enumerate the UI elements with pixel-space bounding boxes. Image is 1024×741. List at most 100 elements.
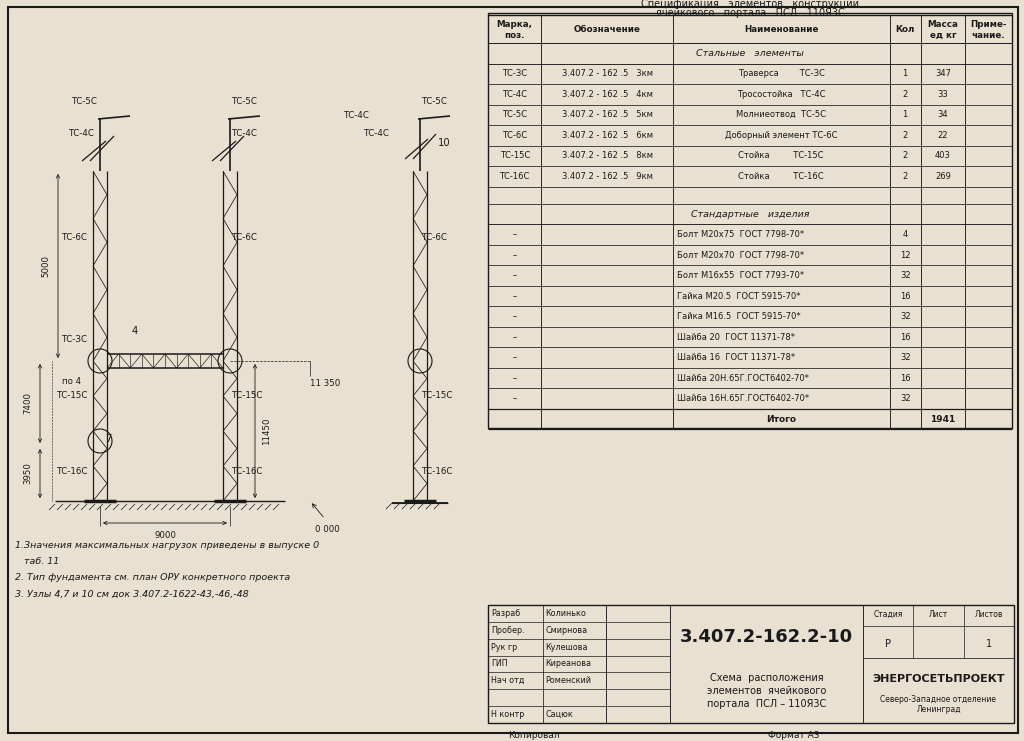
Text: –: – xyxy=(513,271,517,280)
Text: ТС-5С: ТС-5С xyxy=(72,96,98,105)
Text: 2: 2 xyxy=(902,90,908,99)
Text: ТС-ЗС: ТС-ЗС xyxy=(62,334,88,344)
Text: 1941: 1941 xyxy=(931,415,955,424)
Text: 3.407.2 - 162 .5   9км: 3.407.2 - 162 .5 9км xyxy=(561,172,652,181)
Text: Рук гр: Рук гр xyxy=(490,642,517,651)
Text: 9000: 9000 xyxy=(154,531,176,539)
Text: –: – xyxy=(513,333,517,342)
Text: ТС-4С: ТС-4С xyxy=(344,111,370,121)
Text: 1: 1 xyxy=(902,69,908,79)
Text: 4: 4 xyxy=(902,230,908,239)
Text: ТС-6С: ТС-6С xyxy=(422,233,447,242)
Text: ТС-15С: ТС-15С xyxy=(500,151,529,160)
Text: 1: 1 xyxy=(986,639,992,649)
Text: Доборный элемент ТС-6С: Доборный элемент ТС-6С xyxy=(725,130,838,140)
Text: Северо-Западное отделение: Северо-Западное отделение xyxy=(881,695,996,704)
Text: Р: Р xyxy=(885,639,891,649)
Text: ТС-ЗС: ТС-ЗС xyxy=(502,69,527,79)
Text: Разраб: Разраб xyxy=(490,609,520,618)
Text: Стадия: Стадия xyxy=(873,610,903,619)
Text: Стойка         ТС-16С: Стойка ТС-16С xyxy=(738,172,824,181)
Text: элементов  ячейкового: элементов ячейкового xyxy=(707,686,826,696)
Text: Копировал: Копировал xyxy=(508,731,560,740)
Text: ед кг: ед кг xyxy=(930,31,956,40)
Text: –: – xyxy=(513,353,517,362)
Text: –: – xyxy=(513,373,517,382)
Text: Молниеотвод  ТС-5С: Молниеотвод ТС-5С xyxy=(736,110,826,119)
Text: ТС-4С: ТС-4С xyxy=(365,128,390,138)
Text: Кол: Кол xyxy=(896,24,914,33)
Text: Марка,: Марка, xyxy=(497,20,532,29)
Text: Формат А3: Формат А3 xyxy=(768,731,819,740)
Text: ТС-15С: ТС-15С xyxy=(232,391,263,399)
Text: 403: 403 xyxy=(935,151,951,160)
Text: 2: 2 xyxy=(902,172,908,181)
Text: Шайба 20Н.65Г.ГОСТ6402-70*: Шайба 20Н.65Г.ГОСТ6402-70* xyxy=(677,373,809,382)
Text: ТС-6С: ТС-6С xyxy=(502,130,527,140)
Text: Ленинград: Ленинград xyxy=(916,705,961,714)
Text: 10: 10 xyxy=(438,138,451,148)
Text: Болт М20х75  ГОСТ 7798-70*: Болт М20х75 ГОСТ 7798-70* xyxy=(677,230,804,239)
Text: 34: 34 xyxy=(938,110,948,119)
Bar xyxy=(488,605,1014,723)
Text: ГИП: ГИП xyxy=(490,659,508,668)
Text: Н контр: Н контр xyxy=(490,710,524,719)
Text: Итого: Итого xyxy=(766,415,796,424)
Text: 3.407.2 - 162 .5   3км: 3.407.2 - 162 .5 3км xyxy=(561,69,652,79)
Text: 7400: 7400 xyxy=(24,393,33,414)
Text: ТС-16С: ТС-16С xyxy=(500,172,529,181)
Text: 16: 16 xyxy=(900,292,910,301)
Text: 12: 12 xyxy=(900,250,910,259)
Text: Кулешова: Кулешова xyxy=(545,642,588,651)
Text: 3.407.2 - 162 .5   6км: 3.407.2 - 162 .5 6км xyxy=(561,130,652,140)
Text: 3.407.2 - 162 .5   8км: 3.407.2 - 162 .5 8км xyxy=(561,151,652,160)
Text: Сацюк: Сацюк xyxy=(545,710,572,719)
Text: Колинько: Колинько xyxy=(545,609,586,618)
Text: Киреанова: Киреанова xyxy=(545,659,591,668)
Text: Наименование: Наименование xyxy=(744,24,818,33)
Text: Схема  расположения: Схема расположения xyxy=(710,673,823,683)
Text: 3. Узлы 4,7 и 10 см док 3.407.2-1622-43,-46,-48: 3. Узлы 4,7 и 10 см док 3.407.2-1622-43,… xyxy=(15,590,249,599)
Text: 347: 347 xyxy=(935,69,951,79)
Text: чание.: чание. xyxy=(972,31,1006,40)
Text: Шайба 16Н.65Г.ГОСТ6402-70*: Шайба 16Н.65Г.ГОСТ6402-70* xyxy=(677,394,809,403)
Text: 0 000: 0 000 xyxy=(315,525,340,534)
Text: 4: 4 xyxy=(132,326,138,336)
Text: 32: 32 xyxy=(900,271,910,280)
Text: 16: 16 xyxy=(900,333,910,342)
Text: ТС-4С: ТС-4С xyxy=(502,90,527,99)
Text: –: – xyxy=(513,394,517,403)
Text: по 4: по 4 xyxy=(62,376,81,385)
Text: 11 350: 11 350 xyxy=(310,379,340,388)
Text: Пробер.: Пробер. xyxy=(490,626,524,635)
Text: портала  ПСЛ – 110Я3С: портала ПСЛ – 110Я3С xyxy=(707,700,826,709)
Text: Лист: Лист xyxy=(929,610,948,619)
Text: 3.407.2 - 162 .5   5км: 3.407.2 - 162 .5 5км xyxy=(561,110,652,119)
Text: 5000: 5000 xyxy=(42,255,50,277)
Bar xyxy=(488,13,1012,428)
Text: 3950: 3950 xyxy=(24,462,33,485)
Text: 32: 32 xyxy=(900,353,910,362)
Text: ТС-16С: ТС-16С xyxy=(56,467,88,476)
Text: 2. Тип фундамента см. план ОРУ конкретного проекта: 2. Тип фундамента см. план ОРУ конкретно… xyxy=(15,574,290,582)
Text: Гайка М20.5  ГОСТ 5915-70*: Гайка М20.5 ГОСТ 5915-70* xyxy=(677,292,800,301)
Text: Масса: Масса xyxy=(928,20,958,29)
Text: –: – xyxy=(513,250,517,259)
Text: Обозначение: Обозначение xyxy=(573,24,640,33)
Text: 1.Значения максимальных нагрузок приведены в выпуске 0: 1.Значения максимальных нагрузок приведе… xyxy=(15,542,319,551)
Text: Болт М16х55  ГОСТ 7793-70*: Болт М16х55 ГОСТ 7793-70* xyxy=(677,271,804,280)
Text: Стойка         ТС-15С: Стойка ТС-15С xyxy=(738,151,824,160)
Text: ТС-6С: ТС-6С xyxy=(62,233,88,242)
Text: Роменский: Роменский xyxy=(545,677,591,685)
Text: ТС-5С: ТС-5С xyxy=(422,96,447,105)
Text: ТС-16С: ТС-16С xyxy=(422,467,454,476)
Text: ячейкового   портала   ПСЛ - 110Я3С: ячейкового портала ПСЛ - 110Я3С xyxy=(655,8,845,18)
Text: 2: 2 xyxy=(902,151,908,160)
Text: 32: 32 xyxy=(900,312,910,321)
Text: 32: 32 xyxy=(900,394,910,403)
Text: ТС-5С: ТС-5С xyxy=(232,96,258,105)
Text: ТС-4С: ТС-4С xyxy=(70,128,95,138)
Text: ТС-15С: ТС-15С xyxy=(422,391,454,399)
Text: Болт М20х70  ГОСТ 7798-70*: Болт М20х70 ГОСТ 7798-70* xyxy=(677,250,804,259)
Text: 33: 33 xyxy=(938,90,948,99)
